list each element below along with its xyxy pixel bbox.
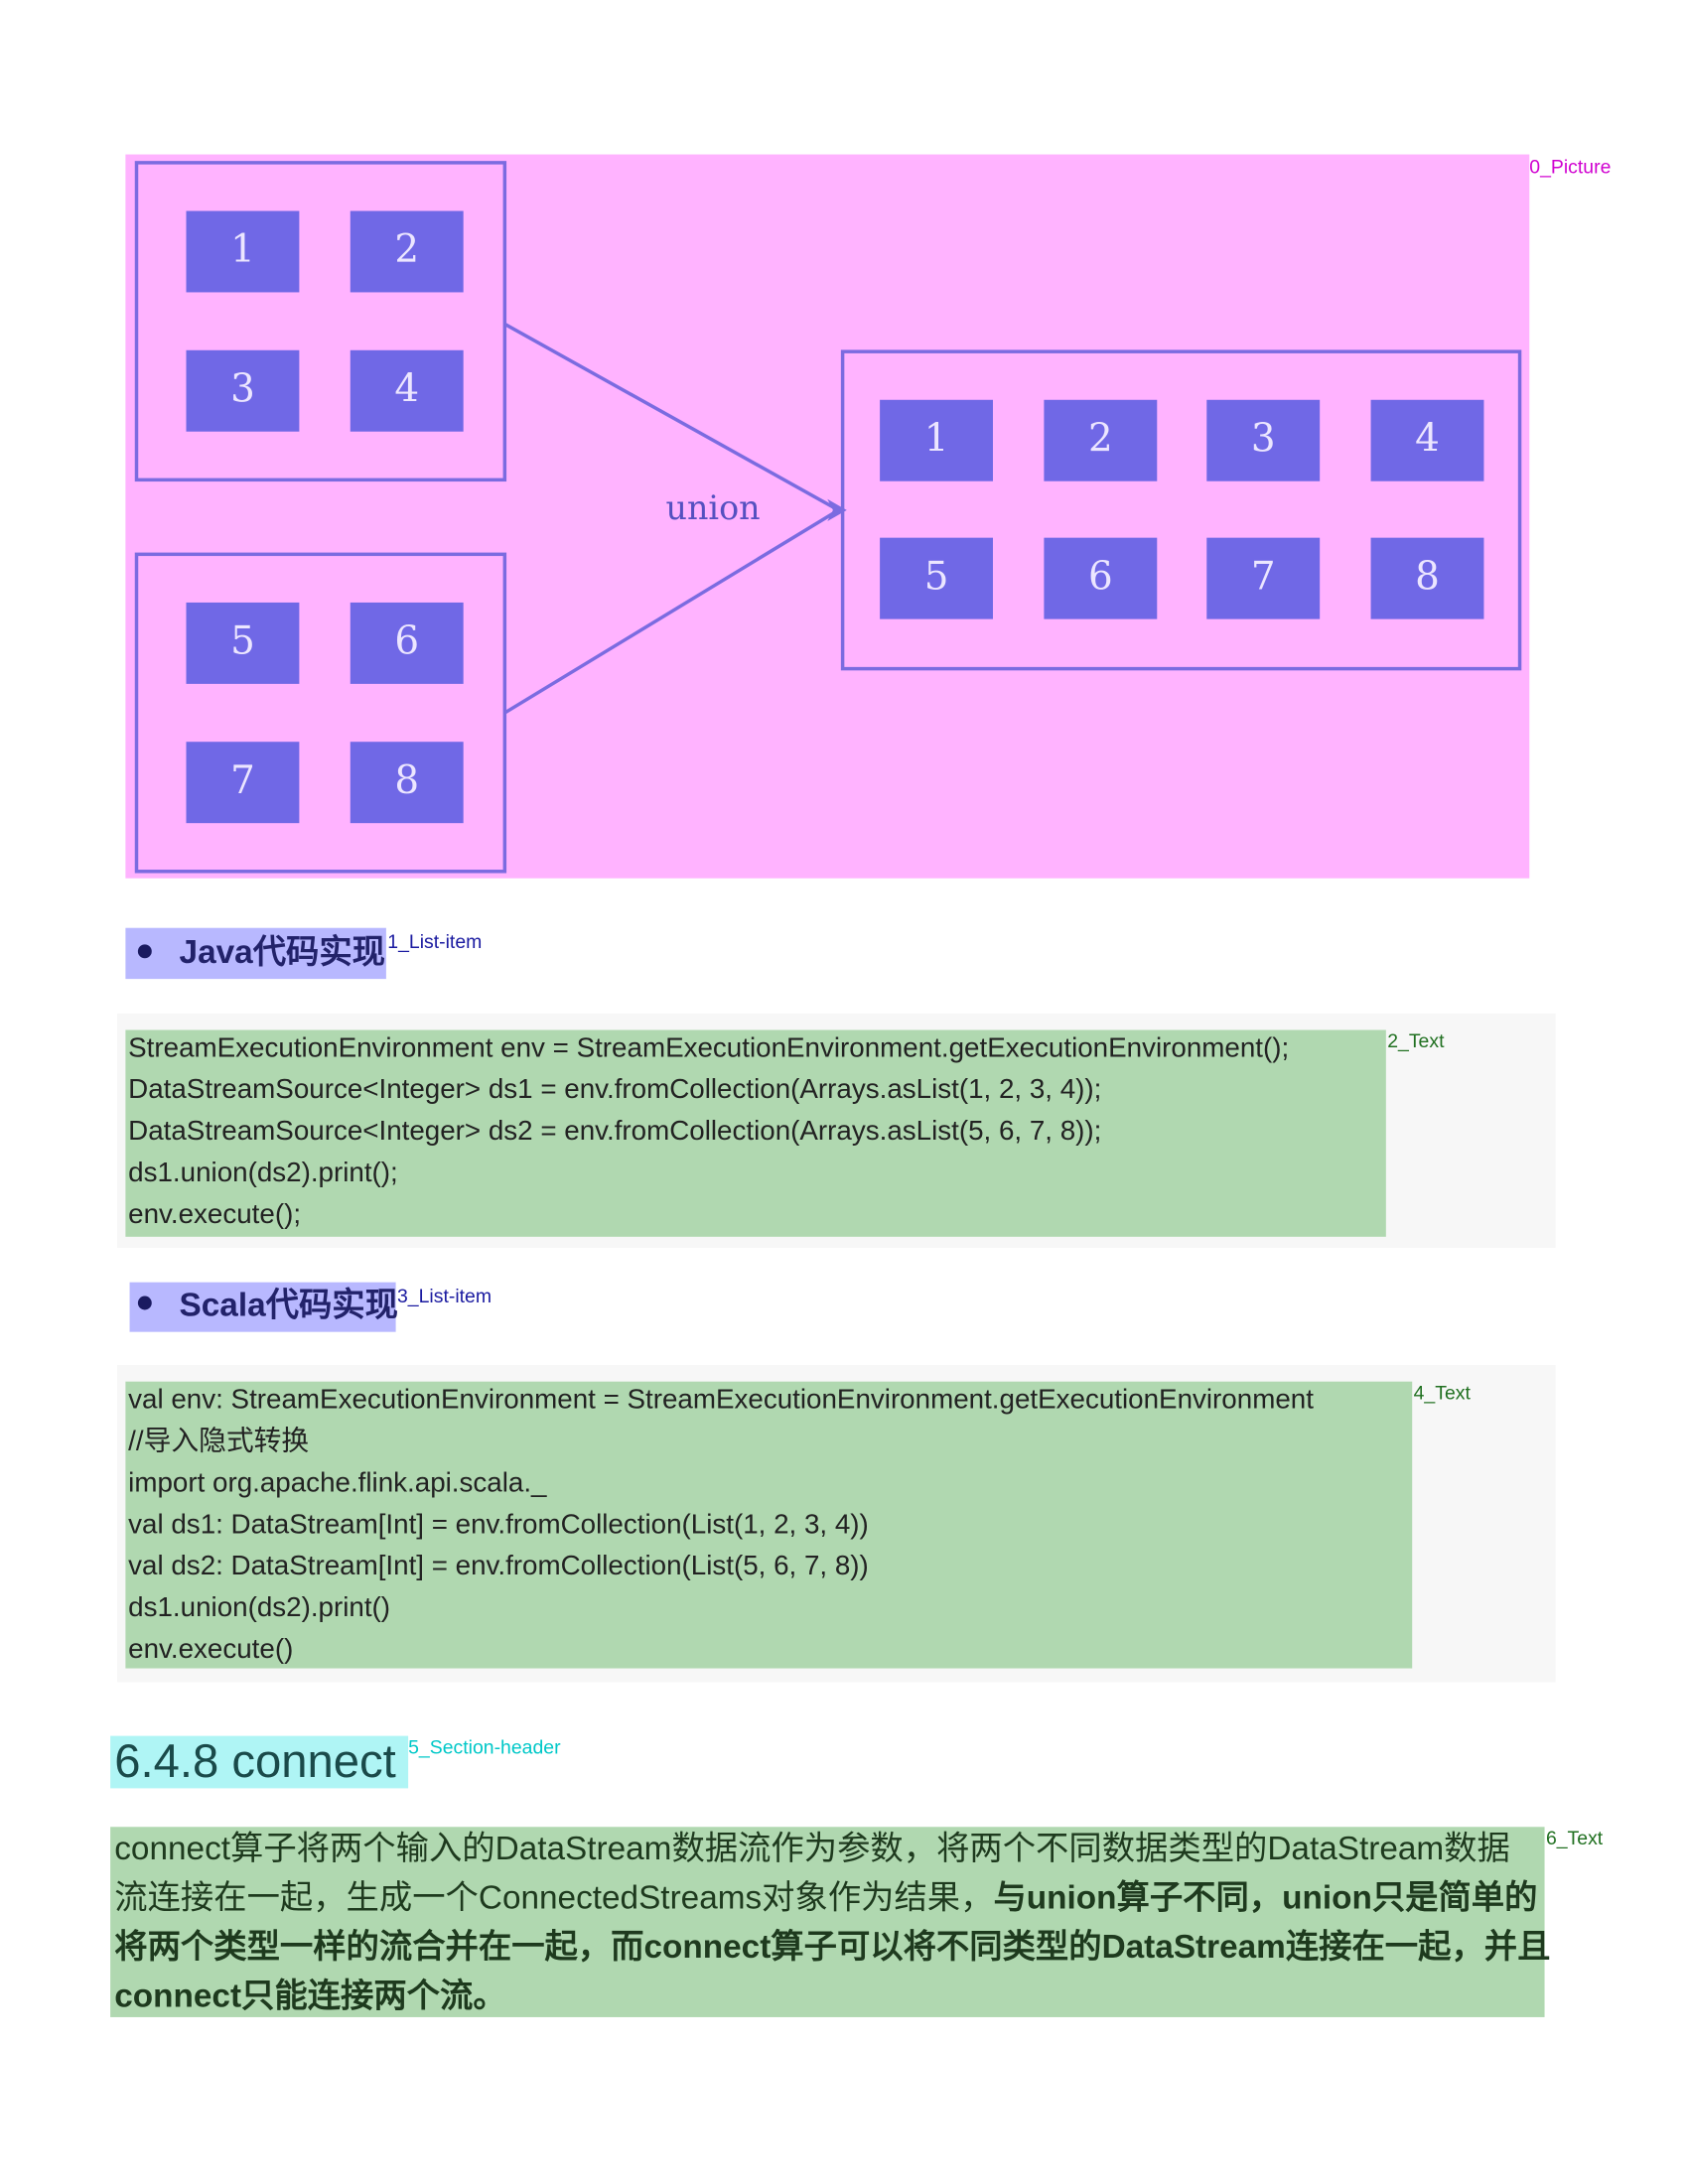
arrow [503, 508, 840, 715]
paragraph-line: 将两个类型一样的流合并在一起，而connect算子可以将不同类型的DataStr… [114, 1928, 1550, 1966]
square [350, 742, 464, 824]
square [1206, 537, 1321, 619]
square [186, 210, 300, 293]
paragraph-line: connect算子将两个输入的DataStream数据流作为参数，将两个不同数据… [114, 1831, 1510, 1867]
text-run: connect算子将两个输入的DataStream数据流作为参数，将两个不同数据… [114, 1831, 1510, 1867]
square-label: 5 [230, 619, 255, 664]
section-bg [110, 1735, 409, 1789]
paragraph-line: 流连接在一起，生成一个ConnectedStreams对象作为结果，与union… [114, 1878, 1537, 1916]
text-run: 将两个类型一样的流合并在一起，而connect算子可以将不同类型的DataStr… [114, 1928, 1550, 1966]
bullet [137, 944, 152, 959]
arrow-label: union [665, 488, 760, 527]
list-item: Java代码实现 [180, 933, 385, 971]
list-item-bg [125, 927, 386, 980]
code-line: DataStreamSource<Integer> ds2 = env.from… [128, 1115, 1101, 1146]
square-label: 1 [924, 416, 949, 461]
square-label: 6 [394, 619, 419, 664]
annotation-label: 2_Text [1387, 1030, 1445, 1052]
code-line: val env: StreamExecutionEnvironment = St… [128, 1383, 1314, 1414]
square-label: 1 [230, 227, 255, 272]
code-line: ds1.union(ds2).print(); [128, 1157, 398, 1187]
square-label: 8 [394, 758, 419, 803]
code-line: env.execute() [128, 1633, 293, 1664]
text-run: connect只能连接两个流。 [114, 1978, 505, 2014]
square-label: 5 [924, 554, 949, 599]
arrowhead [827, 498, 847, 521]
square-label: 4 [394, 366, 419, 411]
square [1370, 537, 1484, 619]
square [186, 602, 300, 684]
square [1370, 399, 1484, 481]
square [186, 349, 300, 432]
section-header: 6.4.8 connect [114, 1735, 396, 1788]
text-run: 与union算子不同，union只是简单的 [993, 1878, 1537, 1916]
arrow [503, 322, 840, 512]
square [880, 399, 993, 481]
square [350, 210, 464, 293]
square-label: 2 [1088, 416, 1113, 461]
paragraph-line: connect只能连接两个流。 [114, 1978, 505, 2014]
code-block [125, 1029, 1386, 1237]
code-line: ds1.union(ds2).print() [128, 1591, 390, 1622]
list-item: Scala代码实现 [180, 1286, 398, 1323]
code-line: val ds1: DataStream[Int] = env.fromColle… [128, 1508, 869, 1539]
square-label: 3 [230, 366, 255, 411]
square [186, 742, 300, 824]
code-line: DataStreamSource<Integer> ds1 = env.from… [128, 1073, 1101, 1104]
square-label: 6 [1088, 554, 1113, 599]
code-block [125, 1381, 1413, 1669]
annotation-label: 4_Text [1414, 1382, 1472, 1404]
square [350, 349, 464, 432]
square-label: 7 [230, 758, 255, 803]
square-label: 2 [394, 227, 419, 272]
square [1206, 399, 1321, 481]
annotation-label: 1_List-item [387, 931, 482, 953]
square [350, 602, 464, 684]
paragraph-bg [110, 1827, 1545, 2017]
square [1044, 537, 1158, 619]
code-line: StreamExecutionEnvironment env = StreamE… [128, 1031, 1289, 1062]
square-label: 8 [1415, 554, 1440, 599]
annotation-label: 3_List-item [397, 1286, 492, 1307]
annotation-label: 6_Text [1546, 1828, 1604, 1849]
square-label: 3 [1251, 416, 1276, 461]
square-label: 4 [1415, 416, 1440, 461]
code-line: env.execute(); [128, 1198, 301, 1229]
annotation-label: 5_Section-header [408, 1736, 561, 1758]
text-run: 流连接在一起，生成一个ConnectedStreams对象作为结果， [114, 1879, 993, 1916]
code-line: import org.apache.flink.api.scala._ [128, 1466, 547, 1497]
group-box [134, 161, 507, 482]
square [1044, 399, 1158, 481]
square [880, 537, 993, 619]
bullet [137, 1296, 152, 1310]
square-label: 7 [1251, 554, 1276, 599]
code-line: //导入隐式转换 [128, 1425, 309, 1455]
annotation-label: 0_Picture [1529, 157, 1611, 179]
code-line: val ds2: DataStream[Int] = env.fromColle… [128, 1550, 869, 1580]
list-item-bg [129, 1282, 396, 1332]
